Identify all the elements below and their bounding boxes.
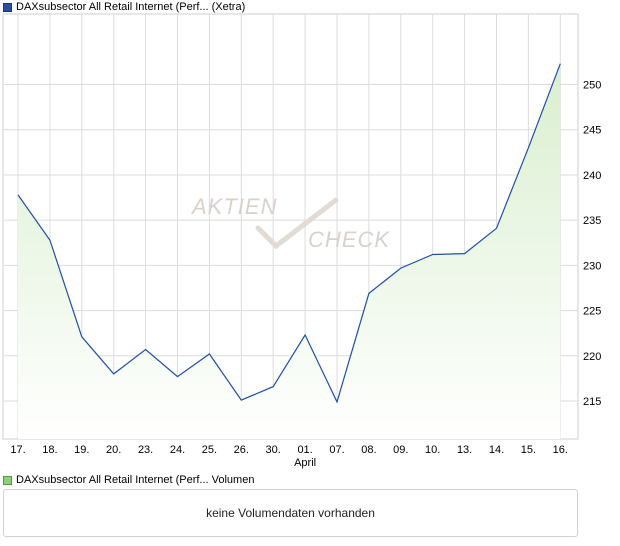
volume-panel: keine Volumendaten vorhanden: [3, 489, 578, 537]
watermark: AKTIEN CHECK: [190, 194, 390, 252]
x-tick-label: 18.: [42, 444, 57, 456]
x-tick-label: 14.: [489, 444, 504, 456]
watermark-line2: CHECK: [308, 227, 390, 252]
volume-legend-swatch: [3, 475, 12, 485]
y-tick-label: 220: [583, 351, 601, 363]
x-tick-label: 16.: [553, 444, 568, 456]
x-tick-label: 24.: [170, 444, 185, 456]
volume-empty-message: keine Volumendaten vorhanden: [206, 506, 375, 520]
x-tick-label: 13.: [457, 444, 472, 456]
x-tick-label: 07.: [329, 444, 344, 456]
x-tick-label: 10.: [425, 444, 440, 456]
x-tick-label: 15.: [521, 444, 536, 456]
y-tick-label: 240: [583, 170, 601, 182]
price-area: [18, 63, 561, 439]
volume-legend: DAXsubsector All Retail Internet (Perf..…: [3, 473, 254, 487]
watermark-line1: AKTIEN: [190, 194, 277, 219]
x-tick-label: 23.: [138, 444, 153, 456]
volume-legend-label: DAXsubsector All Retail Internet (Perf..…: [16, 474, 255, 486]
price-legend: DAXsubsector All Retail Internet (Perf..…: [3, 0, 245, 14]
y-tick-label: 250: [583, 80, 601, 92]
price-legend-swatch: [3, 2, 12, 12]
x-axis: 17. 18. 19. 20. 23. 24. 25. 26. 30. 01.April 07. 08…: [10, 444, 568, 469]
x-tick-label: 09.: [393, 444, 408, 456]
x-tick-label: 08.: [361, 444, 376, 456]
price-legend-label: DAXsubsector All Retail Internet (Perf..…: [16, 1, 246, 13]
x-tick-sublabel: April: [294, 457, 316, 469]
y-tick-label: 215: [583, 396, 601, 408]
y-tick-label: 235: [583, 215, 601, 227]
x-tick-label: 01.: [297, 444, 312, 456]
x-tick-label: 20.: [106, 444, 121, 456]
y-tick-label: 245: [583, 125, 601, 137]
y-axis: 215 220 225 230 235 240 245 250: [583, 80, 601, 408]
y-tick-label: 230: [583, 260, 601, 272]
x-tick-label: 30.: [266, 444, 281, 456]
y-tick-label: 225: [583, 306, 601, 318]
x-tick-label: 17.: [10, 444, 25, 456]
x-tick-label: 26.: [234, 444, 249, 456]
x-tick-label: 25.: [202, 444, 217, 456]
x-tick-label: 19.: [74, 444, 89, 456]
watermark-check-icon: [255, 197, 339, 250]
price-line: [17, 63, 561, 404]
